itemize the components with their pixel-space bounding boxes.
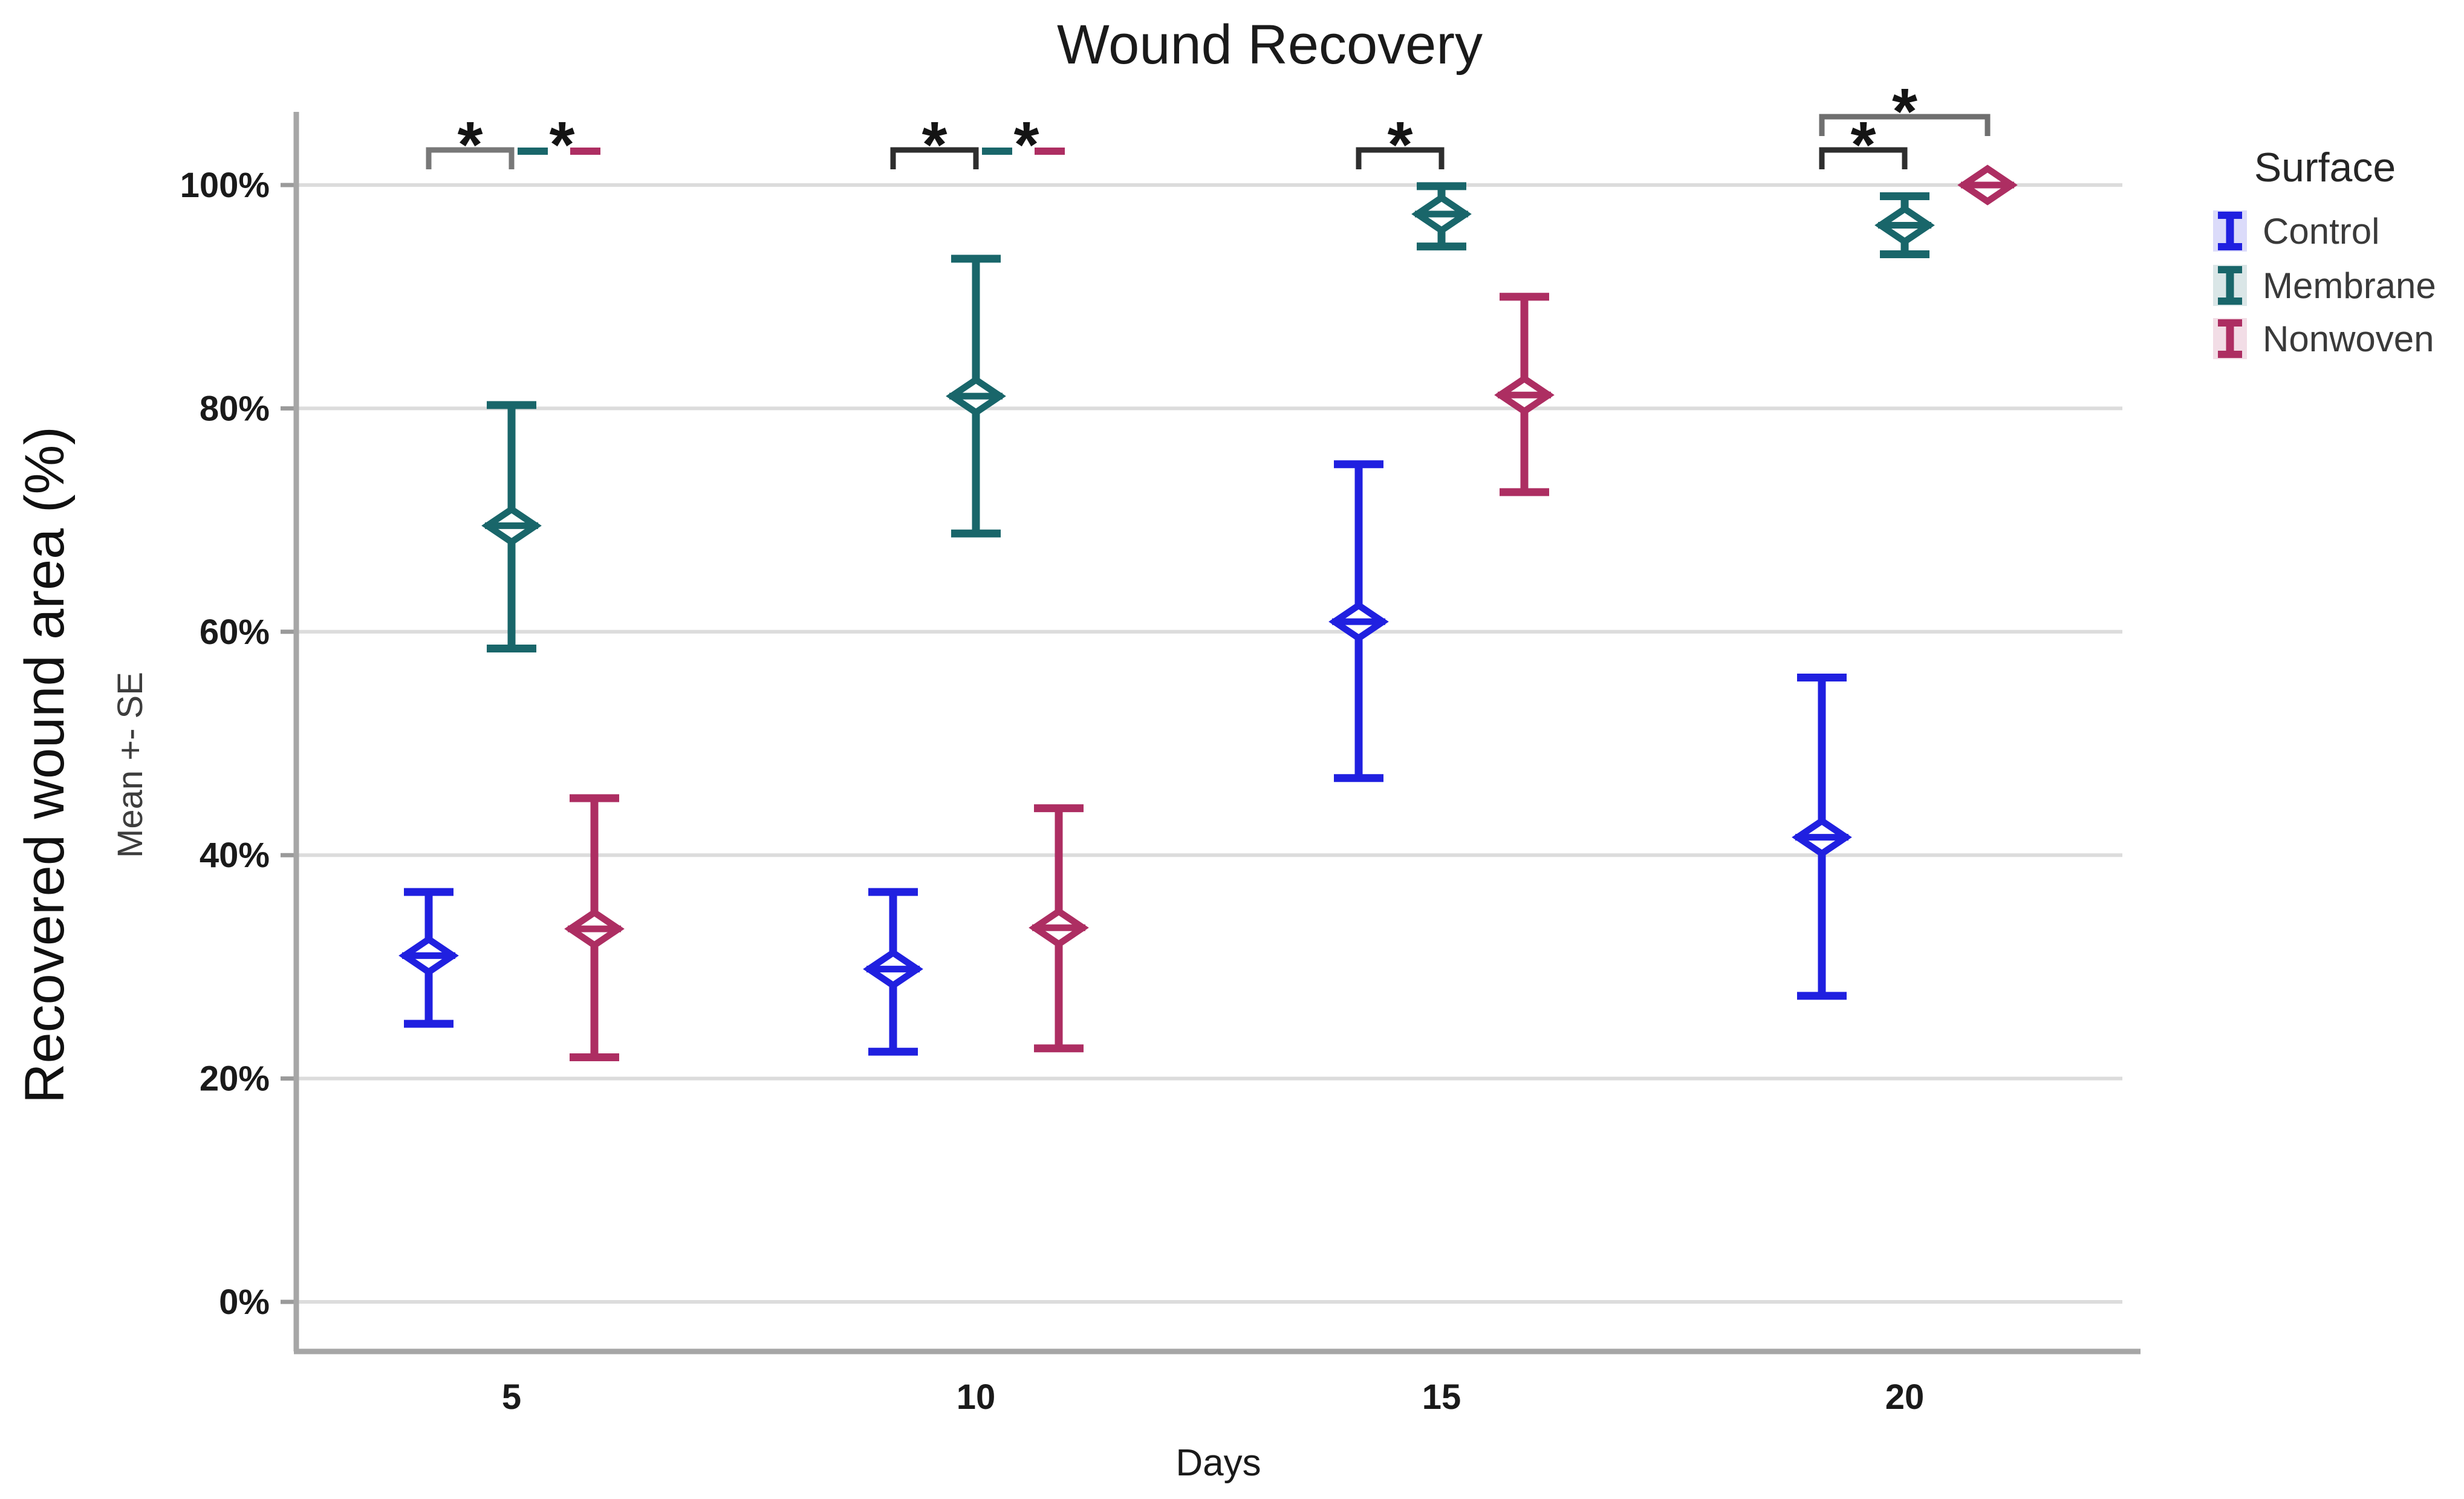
nonwoven-day20-errorbar bbox=[1957, 164, 2018, 206]
significance-bracket bbox=[1356, 147, 1445, 169]
membrane-day10-errorbar bbox=[946, 255, 1006, 538]
significance-bracket bbox=[890, 147, 979, 169]
significance-asterisk: * bbox=[457, 108, 483, 181]
axis-layer bbox=[281, 112, 2141, 1354]
significance-layer: * * * * * * * bbox=[426, 74, 1991, 181]
chart-title: Wound Recovery bbox=[1057, 14, 1483, 76]
significance-asterisk: * bbox=[922, 108, 947, 181]
significance-control-vs-nonwoven-day20: * bbox=[1819, 74, 1991, 148]
y-axis-title: Recovered wound area (%) bbox=[14, 426, 76, 1104]
legend-items-layer: Control Membrane Nonwoven bbox=[2213, 210, 2436, 359]
control-day5-errorbar bbox=[398, 888, 459, 1028]
x-tick-label: 10 bbox=[957, 1377, 996, 1417]
significance-membrane-vs-nonwoven-day5: * bbox=[518, 108, 600, 181]
significance-asterisk: * bbox=[1850, 108, 1876, 181]
significance-bracket bbox=[426, 147, 515, 169]
membrane-day15-errorbar bbox=[1411, 182, 1472, 251]
legend-item-membrane: Membrane bbox=[2213, 265, 2436, 306]
control-day10-errorbar bbox=[863, 888, 923, 1056]
error-bar-layer bbox=[398, 164, 2018, 1062]
x-tick-label: 15 bbox=[1422, 1377, 1461, 1417]
y-tick-label: 60% bbox=[200, 613, 270, 652]
legend-item-label: Membrane bbox=[2263, 265, 2436, 306]
nonwoven-day5-errorbar bbox=[564, 794, 625, 1062]
x-tick-label: 5 bbox=[502, 1377, 521, 1417]
legend-item-label: Nonwoven bbox=[2263, 319, 2434, 359]
significance-membrane-vs-nonwoven-day10: * bbox=[982, 108, 1065, 181]
legend-item-control: Control bbox=[2213, 210, 2379, 252]
control-day20-errorbar bbox=[1792, 674, 1852, 1000]
membrane-day5-errorbar bbox=[481, 401, 542, 653]
y-tick-label: 100% bbox=[180, 166, 270, 205]
significance-bracket bbox=[1819, 114, 1991, 136]
tick-label-layer: 0% 20% 40% 60% 80% 100% 5 10 15 20 bbox=[180, 166, 1925, 1417]
significance-asterisk: * bbox=[1892, 74, 1917, 148]
legend-item-label: Control bbox=[2263, 211, 2379, 252]
control-day15-errorbar bbox=[1328, 460, 1389, 782]
nonwoven-day15-errorbar bbox=[1494, 293, 1555, 496]
significance-bracket bbox=[1819, 147, 1908, 169]
legend-item-nonwoven: Nonwoven bbox=[2213, 318, 2434, 359]
significance-control-vs-membrane-day15: * bbox=[1356, 108, 1445, 181]
membrane-day20-errorbar bbox=[1874, 192, 1935, 259]
nonwoven-day10-errorbar bbox=[1029, 804, 1089, 1053]
significance-asterisk: * bbox=[549, 108, 574, 181]
significance-control-vs-membrane-day5: * bbox=[426, 108, 515, 181]
significance-control-vs-membrane-day20: * bbox=[1819, 108, 1908, 181]
x-axis-title: Days bbox=[1175, 1442, 1261, 1484]
legend-title: Surface bbox=[2254, 145, 2396, 190]
y-tick-label: 20% bbox=[200, 1059, 270, 1099]
y-axis-subtitle: Mean +- SE bbox=[111, 672, 150, 858]
significance-control-vs-membrane-day10: * bbox=[890, 108, 979, 181]
y-tick-label: 0% bbox=[219, 1283, 270, 1322]
y-tick-label: 80% bbox=[200, 389, 270, 428]
significance-asterisk: * bbox=[1013, 108, 1039, 181]
y-tick-label: 40% bbox=[200, 836, 270, 875]
x-tick-label: 20 bbox=[1885, 1377, 1925, 1417]
significance-asterisk: * bbox=[1387, 108, 1412, 181]
gridline-layer bbox=[296, 183, 2122, 1304]
